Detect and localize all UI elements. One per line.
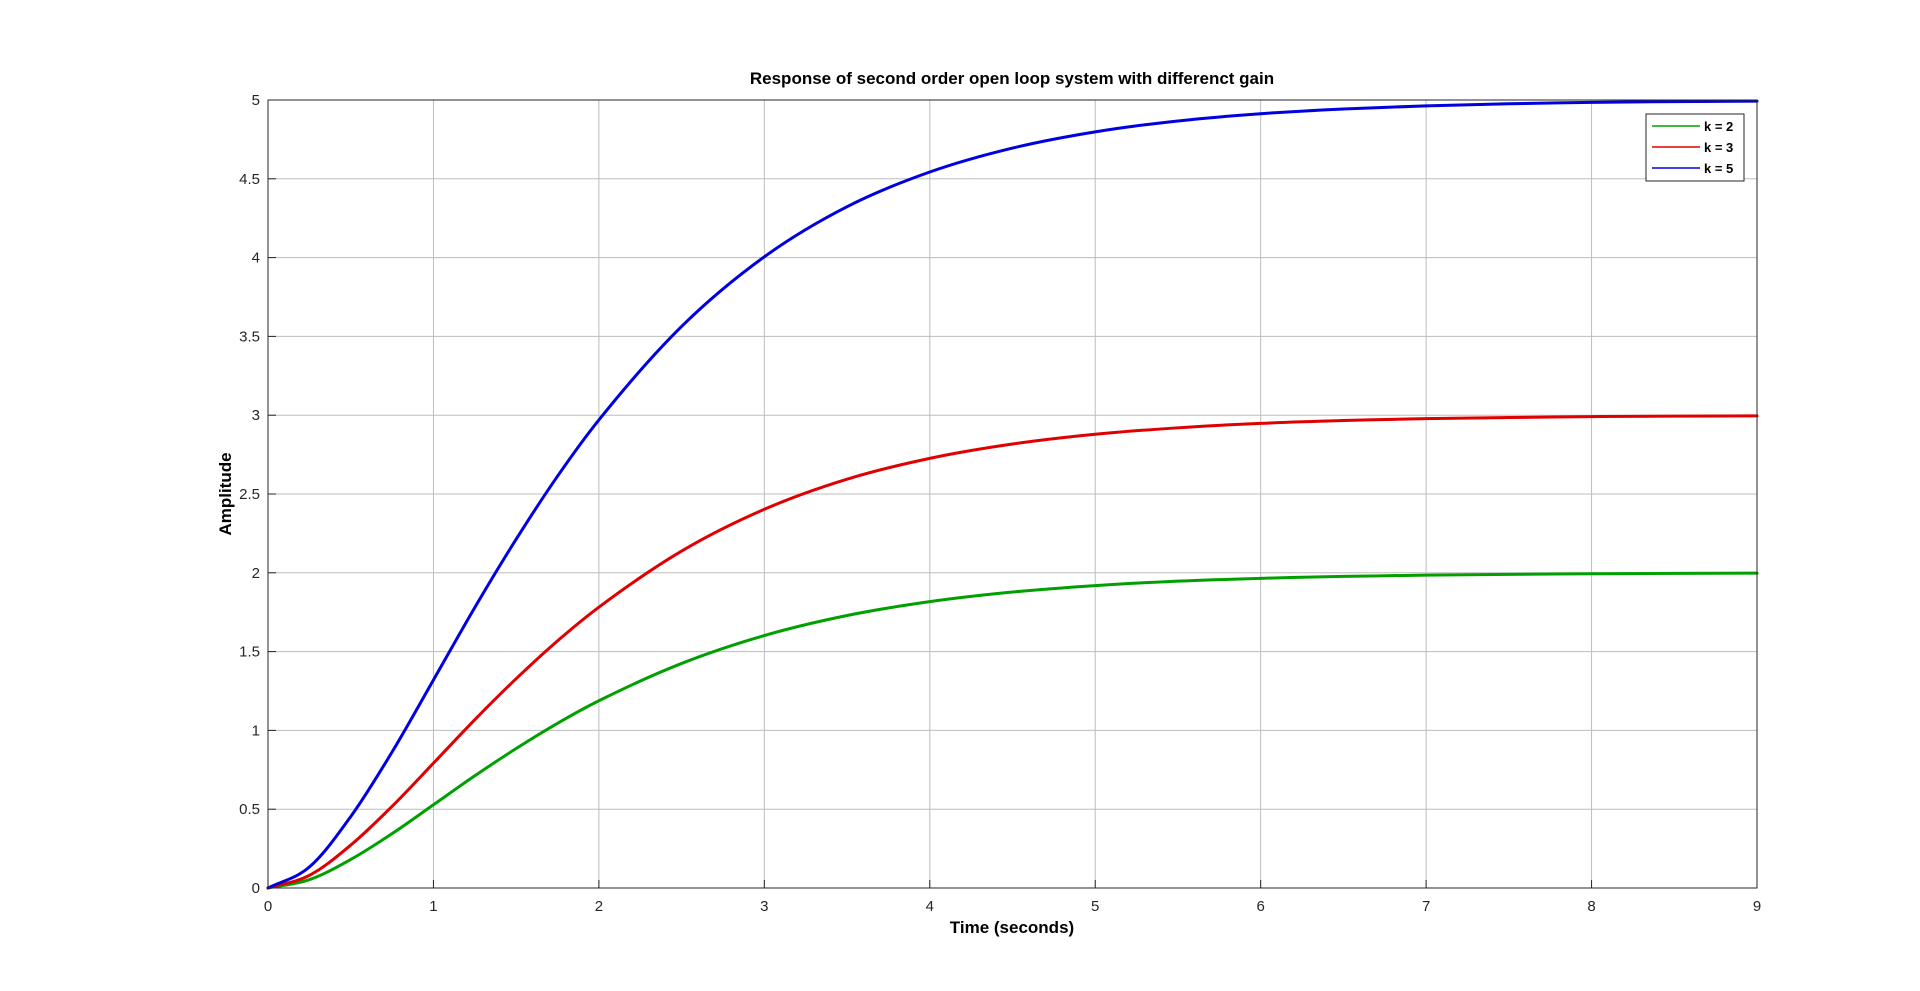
y-tick-label: 1.5 xyxy=(239,644,260,661)
series-line-k5 xyxy=(266,99,1759,890)
y-tick-label: 2 xyxy=(252,565,260,582)
legend-label-k2: k = 2 xyxy=(1704,119,1733,134)
y-tick-label: 1 xyxy=(252,722,260,739)
series-line-k2 xyxy=(266,571,1759,890)
x-axis-label: Time (seconds) xyxy=(950,918,1074,937)
x-tick-label: 9 xyxy=(1753,898,1761,915)
grid xyxy=(268,100,1757,888)
y-tick-label: 4.5 xyxy=(239,171,260,188)
series-line-k3 xyxy=(266,414,1759,890)
legend-item-k5: k = 5 xyxy=(1652,161,1733,176)
x-tick-label: 5 xyxy=(1091,898,1099,915)
y-tick-label: 3 xyxy=(252,407,260,424)
legend-item-k2: k = 2 xyxy=(1652,119,1733,134)
x-tick-label: 1 xyxy=(429,898,437,915)
chart-title: Response of second order open loop syste… xyxy=(750,69,1274,88)
x-tick-label: 6 xyxy=(1256,898,1264,915)
x-tick-label: 4 xyxy=(926,898,934,915)
legend-item-k3: k = 3 xyxy=(1652,140,1733,155)
y-axis-label: Amplitude xyxy=(216,452,235,535)
y-tick-label: 0.5 xyxy=(239,801,260,818)
legend: k = 2 k = 3 k = 5 xyxy=(1645,113,1745,182)
x-tick-label: 3 xyxy=(760,898,768,915)
y-tick-label: 4 xyxy=(252,250,260,267)
x-tick-label: 8 xyxy=(1587,898,1595,915)
series-layer xyxy=(266,99,1759,890)
y-tick-label: 5 xyxy=(252,92,260,109)
ticks: 0 1 2 3 4 5 6 7 8 9 0 0.5 1 1.5 2 2.5 3 3.5 4 4.5 5 xyxy=(239,92,1761,915)
x-tick-label: 7 xyxy=(1422,898,1430,915)
legend-label-k3: k = 3 xyxy=(1704,140,1733,155)
y-tick-label: 3.5 xyxy=(239,328,260,345)
legend-label-k5: k = 5 xyxy=(1704,161,1733,176)
y-tick-label: 2.5 xyxy=(239,486,260,503)
x-tick-label: 2 xyxy=(595,898,603,915)
y-tick-label: 0 xyxy=(252,880,260,897)
x-tick-label: 0 xyxy=(264,898,272,915)
